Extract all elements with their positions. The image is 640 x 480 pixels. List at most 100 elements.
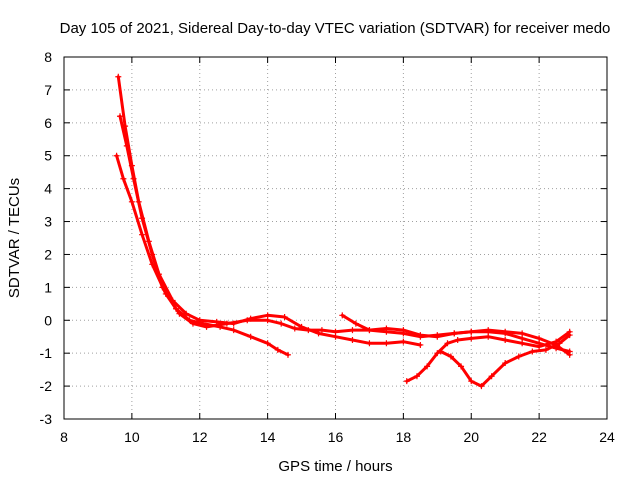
data-point: [318, 327, 325, 334]
data-point: [400, 327, 407, 334]
y-tick-label: 3: [44, 214, 52, 230]
data-point: [366, 327, 373, 334]
x-tick-label: 8: [60, 429, 68, 445]
data-point: [437, 348, 444, 355]
data-point: [247, 333, 254, 340]
data-point: [400, 338, 407, 345]
grid-layer: [64, 57, 607, 419]
data-point: [519, 340, 526, 347]
data-point: [458, 363, 465, 370]
data-point: [529, 348, 536, 355]
data-point: [149, 261, 156, 268]
x-tick-label: 24: [599, 429, 615, 445]
data-point: [502, 337, 509, 344]
data-point: [223, 320, 230, 327]
series-line-track-3: [115, 154, 572, 353]
data-point: [162, 290, 169, 297]
data-point: [116, 113, 123, 120]
data-point: [515, 353, 522, 360]
x-tick-label: 14: [260, 429, 276, 445]
y-tick-label: -3: [40, 411, 53, 427]
data-point: [284, 351, 291, 358]
y-tick-label: 4: [44, 181, 52, 197]
series-line-track-4: [340, 313, 572, 357]
data-point: [278, 320, 285, 327]
x-tick-label: 12: [192, 429, 208, 445]
data-point: [291, 325, 298, 332]
data-point: [264, 340, 271, 347]
data-point: [444, 340, 451, 347]
data-point: [417, 341, 424, 348]
y-tick-label: 6: [44, 115, 52, 131]
data-point: [305, 327, 312, 334]
data-point: [139, 231, 146, 238]
y-tick-label: 1: [44, 279, 52, 295]
data-point: [230, 327, 237, 334]
data-point: [447, 353, 454, 360]
data-point: [403, 378, 410, 385]
data-point: [244, 317, 251, 324]
data-point: [417, 332, 424, 339]
data-point: [349, 327, 356, 334]
data-point: [434, 333, 441, 340]
data-point: [502, 328, 509, 335]
x-axis-label: GPS time / hours: [278, 458, 392, 475]
data-point: [123, 142, 130, 149]
data-point: [542, 346, 549, 353]
data-point: [454, 337, 461, 344]
y-tick-label: -2: [40, 378, 53, 394]
data-point: [478, 383, 485, 390]
data-point: [468, 378, 475, 385]
data-point: [519, 330, 526, 337]
data-point: [451, 330, 458, 337]
data-point: [203, 323, 210, 330]
data-point: [485, 333, 492, 340]
y-tick-label: -1: [40, 345, 53, 361]
data-point: [556, 340, 563, 347]
x-tick-label: 10: [124, 429, 140, 445]
data-point: [468, 328, 475, 335]
data-point: [264, 317, 271, 324]
data-point: [485, 327, 492, 334]
x-tick-label: 16: [328, 429, 344, 445]
data-point: [120, 175, 127, 182]
y-tick-label: 0: [44, 312, 52, 328]
data-point: [468, 335, 475, 342]
data-point: [332, 328, 339, 335]
data-point: [566, 332, 573, 339]
data-point: [115, 73, 122, 80]
series-line-track-1: [116, 75, 422, 347]
data-point: [352, 320, 359, 327]
data-point: [339, 312, 346, 319]
data-point: [349, 337, 356, 344]
data-point: [366, 340, 373, 347]
data-point: [130, 175, 137, 182]
x-tick-label: 22: [531, 429, 547, 445]
y-tick-label: 2: [44, 246, 52, 262]
data-point: [128, 198, 135, 205]
data-point: [424, 363, 431, 370]
data-point: [383, 325, 390, 332]
series-line-track-6: [439, 333, 572, 388]
x-tick-label: 18: [396, 429, 412, 445]
data-point: [281, 313, 288, 320]
data-point: [488, 373, 495, 380]
data-point: [434, 350, 441, 357]
series-layer: [113, 73, 573, 390]
data-point: [383, 340, 390, 347]
data-point: [189, 320, 196, 327]
chart-title: Day 105 of 2021, Sidereal Day-to-day VTE…: [60, 20, 611, 37]
y-tick-label: 7: [44, 82, 52, 98]
data-point: [566, 351, 573, 358]
data-point: [536, 335, 543, 342]
data-point: [413, 373, 420, 380]
data-point: [502, 360, 509, 367]
y-tick-label: 8: [44, 49, 52, 65]
y-axis-label: SDTVAR / TECUs: [6, 178, 23, 298]
data-point: [176, 310, 183, 317]
data-point: [139, 215, 146, 222]
data-point: [536, 343, 543, 350]
y-tick-label: 5: [44, 148, 52, 164]
